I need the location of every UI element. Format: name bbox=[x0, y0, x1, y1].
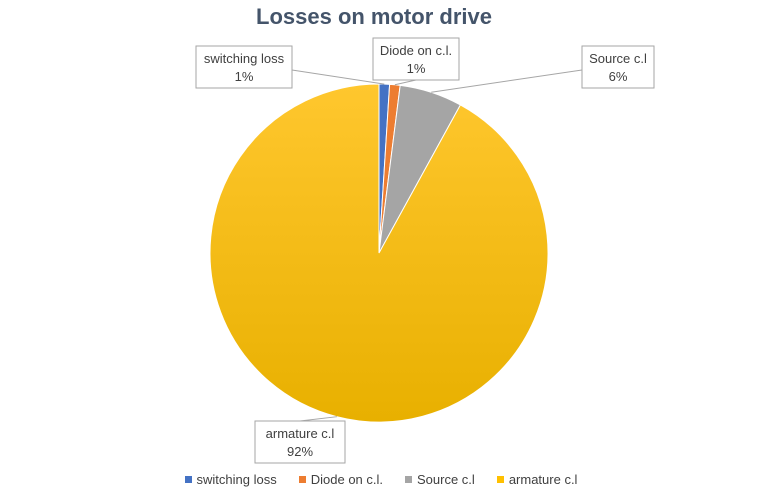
data-label-category: Diode on c.l. bbox=[380, 43, 452, 58]
legend-item-diode: Diode on c.l. bbox=[298, 472, 383, 487]
leader-line bbox=[299, 416, 338, 422]
data-label-category: switching loss bbox=[204, 51, 285, 66]
data-label-box bbox=[195, 45, 293, 89]
data-label-box bbox=[581, 45, 655, 89]
legend-swatch bbox=[405, 476, 412, 483]
data-label-source: Source c.l 6% bbox=[581, 45, 655, 89]
legend-swatch bbox=[184, 476, 192, 483]
leader-line bbox=[431, 69, 583, 93]
legend-label: switching loss bbox=[196, 472, 277, 487]
data-label-diode: Diode on c.l. 1% bbox=[372, 37, 460, 81]
leader-line bbox=[394, 79, 417, 86]
legend-swatch bbox=[298, 476, 306, 483]
legend-item-armature: armature c.l bbox=[496, 472, 578, 487]
legend-label: Source c.l bbox=[417, 472, 475, 487]
data-label-value: 92% bbox=[287, 444, 313, 459]
leader-line bbox=[291, 69, 385, 85]
data-label-category: Source c.l bbox=[589, 51, 647, 66]
data-label-category: armature c.l bbox=[266, 426, 335, 441]
data-label-box bbox=[254, 420, 346, 464]
slice-armature bbox=[209, 83, 549, 423]
data-label-armature: armature c.l 92% bbox=[254, 420, 346, 464]
legend-item-switching-loss: switching loss bbox=[184, 472, 277, 487]
legend-swatch bbox=[496, 476, 504, 483]
data-label-value: 1% bbox=[235, 69, 254, 84]
data-label-value: 1% bbox=[407, 61, 426, 76]
legend: switching loss Diode on c.l. Source c.l … bbox=[0, 472, 762, 487]
data-label-value: 6% bbox=[609, 69, 628, 84]
chart-title: Losses on motor drive bbox=[256, 4, 492, 29]
legend-label: Diode on c.l. bbox=[310, 472, 383, 487]
data-label-switching-loss: switching loss 1% bbox=[195, 45, 293, 89]
data-label-box bbox=[372, 37, 460, 81]
legend-label: armature c.l bbox=[508, 472, 578, 487]
legend-item-source: Source c.l bbox=[405, 472, 475, 487]
